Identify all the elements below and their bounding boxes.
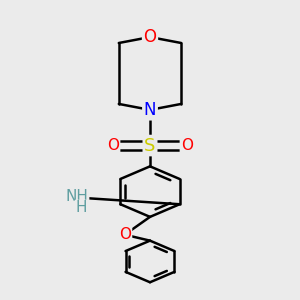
Text: O: O [119,227,131,242]
Text: H: H [75,200,87,215]
Text: O: O [107,138,119,153]
Text: O: O [143,28,157,46]
Text: NH: NH [66,189,88,204]
Text: S: S [144,136,156,154]
Text: N: N [144,101,156,119]
Text: O: O [181,138,193,153]
